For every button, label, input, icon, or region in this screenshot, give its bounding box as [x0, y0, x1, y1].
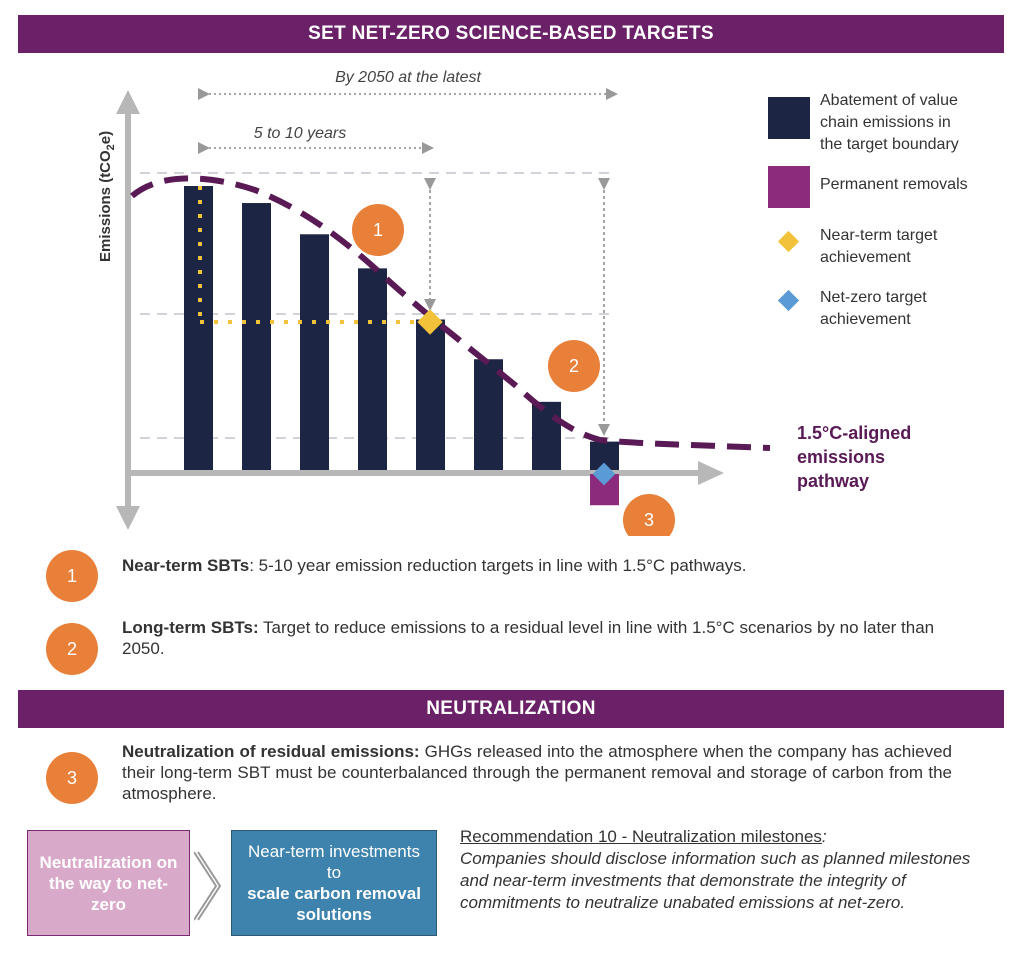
recommendation-colon: : [821, 827, 827, 846]
recommendation: Recommendation 10 - Neutralization miles… [460, 826, 1000, 914]
diagram-marker-2-label: 2 [569, 356, 579, 376]
emissions-pathway-curve [130, 175, 771, 451]
emissions-bar-5 [416, 319, 445, 470]
y-axis-arrow-down [116, 506, 140, 530]
diagram-marker-3 [623, 494, 675, 536]
statement-marker-2: 2 [46, 623, 98, 675]
recommendation-text: Companies should disclose information su… [460, 849, 971, 912]
legend-nearterm-label: Near-term target achievement [820, 227, 942, 266]
removal-square-icon [768, 166, 810, 208]
span-label-short: 5 to 10 years [254, 125, 347, 142]
emissions-bar-3 [300, 234, 329, 470]
diagram-marker-2 [548, 340, 600, 392]
diagram-marker-1 [352, 204, 404, 256]
abatement-square-icon [768, 97, 810, 139]
statement-longterm-title: Long-term SBTs: [122, 618, 259, 637]
statement-neutralization-text: GHGs released into the atmosphere when t… [122, 742, 952, 803]
investments-box-text: Near-term investments to [248, 842, 420, 882]
bars-group [184, 186, 619, 506]
yellow-diamond-icon [777, 230, 800, 253]
emissions-bar-2 [242, 203, 271, 471]
statement-longterm-text: Target to reduce emissions to a residual… [122, 618, 935, 658]
emissions-diagram: Emissions (tCO2e) By 2050 at the latest … [97, 69, 968, 536]
diagram-marker-3-label: 3 [644, 510, 654, 530]
statement-marker-3: 3 [46, 752, 98, 804]
x-axis-arrow [698, 461, 724, 485]
emissions-bar-6 [474, 359, 503, 470]
legend-abatement-label: Abatement of value chain emissions in th… [820, 92, 962, 153]
chevron-right-icon [194, 851, 222, 921]
statement-longterm: Long-term SBTs: Target to reduce emissio… [122, 617, 962, 659]
section-header-targets-text: SET NET-ZERO SCIENCE-BASED TARGETS [308, 23, 714, 44]
section-header-targets: SET NET-ZERO SCIENCE-BASED TARGETS [18, 15, 1004, 53]
recommendation-title: Recommendation 10 - Neutralization miles… [460, 827, 822, 846]
statement-marker-1-label: 1 [66, 565, 77, 586]
pathway-label: 1.5°C-aligned emissions pathway [797, 423, 916, 491]
legend-netzero-label: Net-zero target achievement [820, 289, 931, 328]
y-axis-label: Emissions (tCO2e) [97, 131, 117, 262]
investments-box: Near-term investments to scale carbon re… [231, 830, 437, 936]
legend-removal-label: Permanent removals [820, 176, 968, 193]
section-header-neutralization: NEUTRALIZATION [18, 690, 1004, 728]
netzero-target-diamond [592, 462, 616, 486]
statement-neutralization: Neutralization of residual emissions: GH… [122, 741, 952, 804]
nearterm-target-diamond [417, 309, 443, 335]
span-label-long: By 2050 at the latest [335, 69, 481, 86]
statement-nearterm-text: : 5-10 year emission reduction targets i… [249, 556, 747, 575]
blue-diamond-icon [777, 289, 800, 312]
statement-neutralization-title: Neutralization of residual emissions: [122, 742, 420, 761]
statement-marker-3-label: 3 [66, 767, 77, 788]
investments-box-bold-text: scale carbon removal solutions [247, 884, 421, 924]
statement-nearterm: Near-term SBTs: 5-10 year emission reduc… [122, 555, 982, 576]
statement-marker-2-label: 2 [66, 638, 77, 659]
neutralization-box: Neutralization on the way to net-zero [27, 830, 190, 936]
emissions-bar-7 [532, 401, 561, 470]
diagram-marker-1-label: 1 [373, 220, 383, 240]
emissions-bar-1 [184, 186, 213, 470]
neutralization-box-text: Neutralization on the way to net-zero [39, 852, 178, 914]
statement-nearterm-title: Near-term SBTs [122, 556, 250, 575]
y-axis-arrow-up [116, 90, 140, 114]
section-header-neutralization-text: NEUTRALIZATION [426, 698, 596, 719]
statement-marker-1: 1 [46, 550, 98, 602]
emissions-bar-4 [358, 268, 387, 470]
